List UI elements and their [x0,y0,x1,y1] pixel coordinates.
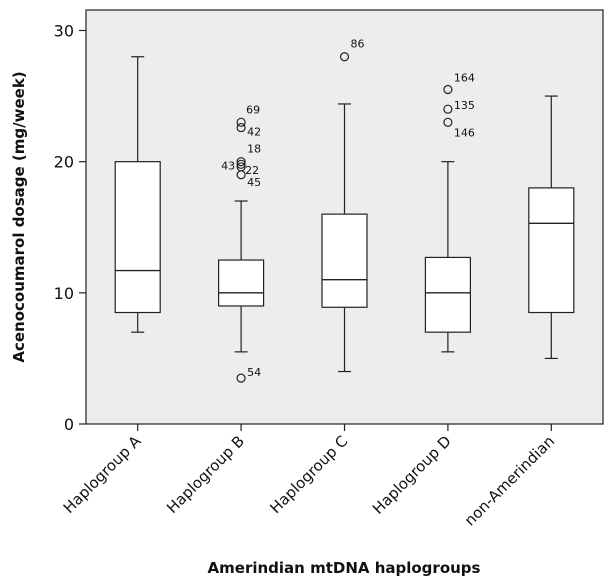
y-axis-title: Acenocoumarol dosage (mg/week) [10,71,28,362]
box-haplogroup-d: 164 135 146 [424,72,475,353]
outlier-label: 69 [246,103,260,116]
outlier-point [236,373,246,383]
y-axis: 0 10 20 30 [54,22,86,434]
outlier-point [236,170,246,180]
x-tick-label: non-Amerindian [461,432,558,529]
y-tick-label: 10 [54,284,74,303]
box-haplogroup-c: 86 [321,38,368,373]
outlier-point [443,117,453,127]
x-tick-label: Haplogroup A [60,432,145,517]
outlier-label: 54 [247,366,261,379]
outlier-point [443,104,453,114]
outlier-label: 43 [221,159,235,172]
outlier-label: 45 [247,176,261,189]
iqr-box [528,187,575,314]
outlier-point [339,52,350,62]
outlier-label: 22 [245,164,259,177]
x-tick-label: Haplogroup B [163,432,248,517]
x-axis: Haplogroup A Haplogroup B Haplogroup C Hapl… [60,424,558,529]
outlier-label: 146 [454,126,475,139]
outlier-label: 135 [454,99,475,112]
outlier-label: 164 [454,72,475,85]
y-tick-label: 30 [54,22,74,41]
iqr-box [424,256,471,333]
outlier-point [236,117,246,127]
x-axis-title: Amerindian mtDNA haplogroups [208,559,481,577]
y-tick-label: 0 [64,415,74,434]
x-tick-label: Haplogroup C [266,432,351,517]
box-haplogroup-a [114,56,161,333]
outlier-label: 86 [351,38,365,51]
iqr-box [321,213,368,308]
iqr-box [114,161,161,314]
y-tick-label: 20 [54,153,74,172]
outlier-point [443,84,453,95]
outlier-point [236,122,246,133]
iqr-box [218,259,265,307]
outlier-label: 42 [247,126,261,139]
outlier-label: 18 [247,143,261,156]
box-non-amerindian [528,95,575,360]
outlier-point [236,159,246,169]
x-tick-label: Haplogroup D [369,432,455,518]
outlier-point [236,157,246,167]
